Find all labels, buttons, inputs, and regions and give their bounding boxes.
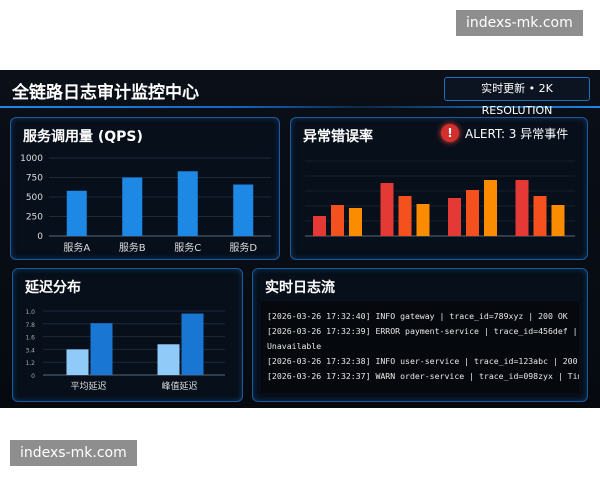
dashboard: 全链路日志审计监控中心 实时更新 • 2K RESOLUTION 服务调用量 (… <box>0 70 600 408</box>
y-tick-label: 1.2 <box>25 360 35 367</box>
log-line: [2026-03-26 17:32:40] INFO gateway | tra… <box>267 311 568 321</box>
y-tick-label: 750 <box>26 174 43 184</box>
bar <box>448 198 461 236</box>
alert-indicator: ! ALERT: 3 异常事件 <box>441 124 568 142</box>
log-stream[interactable]: [2026-03-26 17:32:40] INFO gateway | tra… <box>261 301 579 393</box>
y-tick-label: 0 <box>37 232 43 242</box>
bar <box>181 313 204 375</box>
log-panel: 实时日志流 [2026-03-26 17:32:40] INFO gateway… <box>252 268 588 402</box>
y-tick-label: 1.0 <box>25 309 35 316</box>
bar <box>515 180 529 236</box>
panel-title: 服务调用量 (QPS) <box>23 129 143 145</box>
bar <box>331 205 344 236</box>
watermark: indexs-mk.com <box>10 440 137 466</box>
bar <box>380 183 394 236</box>
x-tick-label: 服务A <box>63 241 90 254</box>
log-line: [2026-03-26 17:32:37] WARN order-service… <box>267 371 579 381</box>
log-line: Unavailable <box>267 341 322 351</box>
exclamation-circle-icon: ! <box>441 124 459 142</box>
latency-chart: 0 1.2 3.4 1.6 7.8 1.0 平均延迟 峰值延迟 <box>25 309 225 392</box>
bar <box>551 205 565 236</box>
panel-title: 延迟分布 <box>25 280 81 296</box>
qps-panel: 服务调用量 (QPS) 0 250 500 750 1000 服务A 服务B 服务C 服务D <box>10 117 280 260</box>
alert-text: ALERT: 3 异常事件 <box>465 126 569 141</box>
bar <box>90 323 113 375</box>
bar <box>484 180 497 236</box>
log-line: [2026-03-26 17:32:39] ERROR payment-serv… <box>267 326 579 336</box>
bar <box>313 216 326 236</box>
x-tick-label: 平均延迟 <box>70 380 106 392</box>
bar <box>157 344 180 375</box>
y-tick-label: 1.6 <box>25 335 35 342</box>
y-tick-label: 3.4 <box>25 347 35 354</box>
bar <box>533 196 547 236</box>
bar <box>66 190 87 236</box>
status-badge: 实时更新 • 2K RESOLUTION <box>444 77 590 117</box>
bar <box>177 171 198 236</box>
watermark: indexs-mk.com <box>456 10 583 36</box>
x-tick-label: 服务C <box>174 241 201 254</box>
bar <box>416 204 430 236</box>
error-panel: 异常错误率 ! ALERT: 3 异常事件 <box>290 117 588 260</box>
error-chart <box>305 160 575 237</box>
divider <box>0 106 600 108</box>
bar <box>466 190 479 236</box>
page-title: 全链路日志审计监控中心 <box>12 83 199 103</box>
latency-panel: 延迟分布 0 1.2 3.4 1.6 7.8 1.0 平均延迟 峰值延迟 <box>12 268 243 402</box>
qps-chart: 0 250 500 750 1000 服务A 服务B 服务C 服务D <box>20 154 271 254</box>
bar <box>122 177 143 236</box>
log-line: [2026-03-26 17:32:38] INFO user-service … <box>267 356 579 366</box>
x-tick-label: 峰值延迟 <box>161 380 197 392</box>
y-tick-label: 500 <box>26 193 43 203</box>
x-tick-label: 服务B <box>119 241 146 254</box>
bar <box>349 208 362 236</box>
bar <box>66 349 89 375</box>
bar <box>233 184 254 236</box>
y-tick-label: 0 <box>31 373 35 380</box>
y-tick-label: 1000 <box>20 154 43 164</box>
bar <box>398 196 412 236</box>
panel-title: 异常错误率 <box>303 129 373 145</box>
y-tick-label: 250 <box>26 213 43 223</box>
panel-title: 实时日志流 <box>265 280 335 296</box>
x-tick-label: 服务D <box>229 241 257 254</box>
y-tick-label: 7.8 <box>25 322 35 329</box>
